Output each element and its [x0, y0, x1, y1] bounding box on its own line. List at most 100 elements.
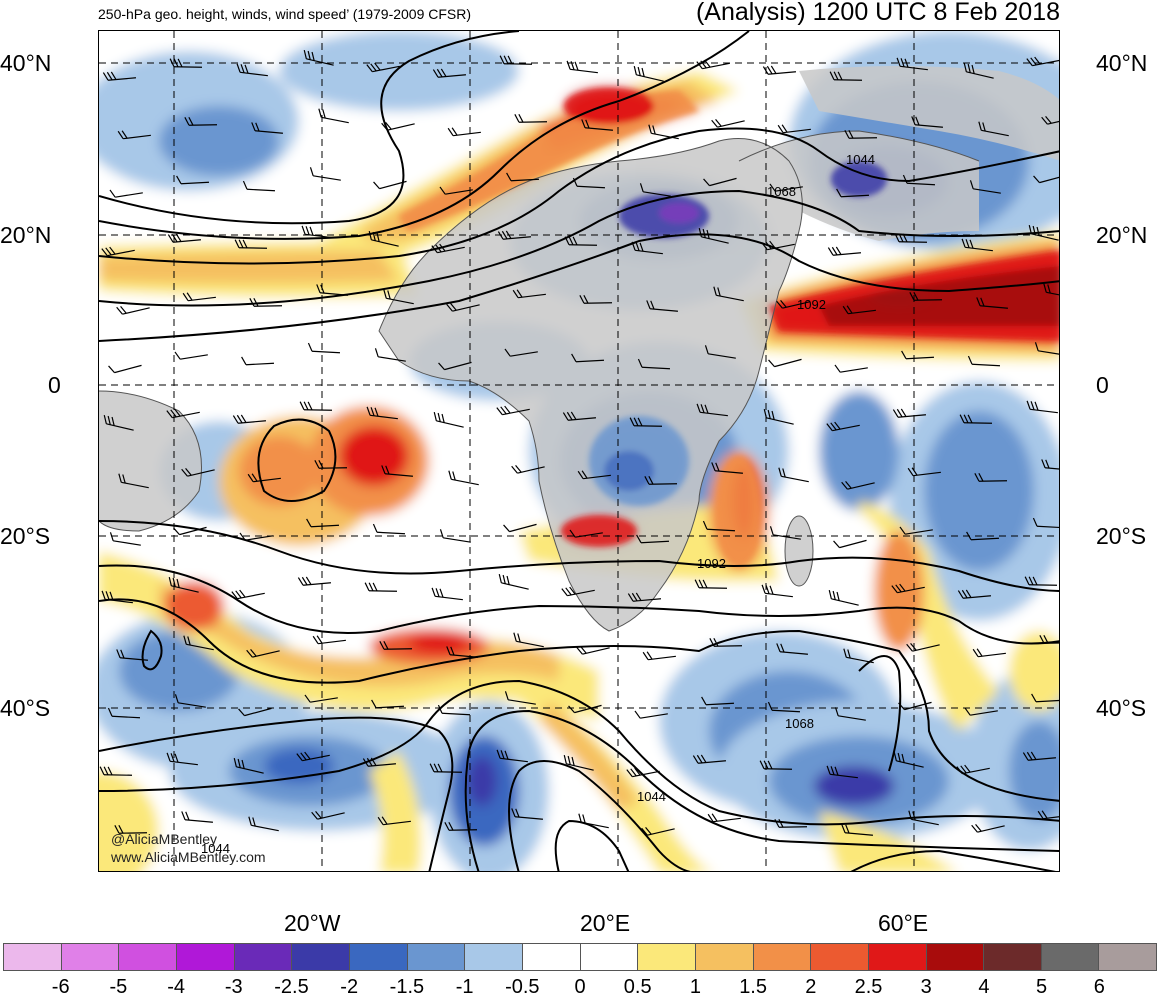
- wind-barb: [627, 592, 661, 602]
- colorbar-swatch: [811, 944, 869, 970]
- wind-barb: [437, 704, 471, 716]
- wind-barb: [633, 66, 664, 82]
- colorbar-tick-label: -4: [167, 976, 185, 998]
- wind-barb: [566, 60, 598, 74]
- wind-barb: [572, 177, 606, 189]
- wind-barb: [118, 473, 149, 489]
- lat-label-right-20s: 20°S: [1096, 523, 1147, 549]
- wind-barb: [711, 118, 745, 128]
- lat-label-right-0: 0: [1096, 372, 1109, 398]
- wind-barb: [102, 71, 136, 81]
- colorbar-swatch: [984, 944, 1042, 970]
- wind-barb: [713, 286, 744, 302]
- colorbar-tick-label: -5: [109, 976, 128, 998]
- wind-barb: [1033, 174, 1059, 184]
- wind-barb: [778, 467, 809, 483]
- lat-label-left-40s: 40°S: [0, 695, 51, 721]
- wind-barb: [902, 174, 936, 186]
- colorbar-tick-label: -3: [224, 976, 243, 998]
- colorbar-swatch: [292, 944, 350, 970]
- wind-barb: [696, 403, 728, 417]
- wind-barb: [907, 467, 941, 477]
- wind-barb: [301, 225, 333, 239]
- wind-barb: [894, 233, 928, 243]
- colorbar-swatch: [753, 944, 812, 970]
- colorbar-tick-label: 6: [1093, 976, 1105, 998]
- colorbar-tick-label: 4: [978, 976, 990, 998]
- wind-barb: [174, 351, 208, 360]
- map-subtitle: 250-hPa geo. height, winds, wind speed’ …: [98, 6, 472, 22]
- wind-barbs: [99, 50, 1059, 836]
- wind-barb: [571, 353, 605, 363]
- wind-barb: [116, 305, 150, 315]
- colorbar-swatch: [407, 944, 466, 970]
- wind-barb: [1039, 634, 1059, 644]
- wind-barb: [438, 361, 472, 371]
- wind-barb: [316, 284, 348, 296]
- colorbar-swatch: [349, 944, 408, 970]
- anomaly-overlay: [399, 88, 1059, 566]
- colorbar-tick-label: -6: [51, 976, 70, 998]
- wind-barb: [563, 755, 594, 771]
- wind-barb: [166, 752, 198, 766]
- wind-barb: [99, 766, 133, 776]
- lon-label-20w: 20°W: [284, 910, 341, 936]
- colorbar-swatch: [638, 944, 696, 970]
- wind-barb: [899, 526, 933, 535]
- wind-barb: [828, 590, 859, 606]
- wind-barb: [967, 355, 1001, 367]
- wind-barb: [513, 632, 544, 648]
- wind-barb: [366, 406, 398, 420]
- wind-barb: [769, 183, 803, 192]
- wind-barb: [299, 401, 333, 411]
- colorbar-swatch: [4, 944, 62, 970]
- wind-barb: [957, 589, 991, 599]
- wind-barb: [646, 300, 678, 312]
- wind-barb: [431, 243, 465, 254]
- wind-barb: [514, 113, 548, 123]
- wind-barb: [296, 751, 330, 762]
- contour-label: 1044: [637, 789, 666, 804]
- lat-label-left-0: 0: [48, 372, 61, 398]
- wind-barb: [578, 813, 609, 829]
- wind-barb: [1026, 400, 1058, 414]
- wind-barb: [961, 238, 993, 252]
- wind-barb: [169, 58, 203, 68]
- wind-barb: [239, 532, 273, 541]
- wind-barb: [759, 760, 793, 770]
- wind-barb: [768, 358, 802, 368]
- wind-barb: [776, 299, 810, 309]
- colorbar-tick-label: 2.5: [854, 976, 883, 998]
- wind-barb: [776, 643, 808, 655]
- wind-barb: [504, 691, 536, 705]
- wind-barb: [576, 645, 610, 655]
- colorbar-swatch: [176, 944, 235, 970]
- wind-barb: [704, 345, 736, 359]
- wind-barb: [232, 414, 266, 424]
- wind-barb: [641, 826, 675, 836]
- wind-barb: [966, 531, 1000, 541]
- wind-barb: [512, 289, 546, 299]
- wind-barb: [761, 240, 795, 251]
- wind-barb: [446, 646, 478, 658]
- wind-barb: [117, 130, 151, 140]
- wind-barb: [234, 239, 268, 249]
- wind-barb: [906, 642, 940, 652]
- lat-label-left-40n: 40°N: [0, 50, 52, 76]
- contour-label-group: 1044 1068 1092 1092 1068 1044 1044: [201, 152, 875, 856]
- wind-barb: [636, 534, 670, 544]
- wind-barb: [374, 348, 406, 362]
- wind-barb: [629, 417, 663, 427]
- contour-label: 1044: [201, 841, 230, 856]
- wind-barb: [959, 414, 993, 424]
- wind-barb: [564, 236, 598, 246]
- wind-barb: [841, 480, 875, 490]
- wind-barb: [834, 707, 866, 721]
- contour-label: 1068: [767, 184, 796, 199]
- wind-barb: [634, 710, 668, 719]
- wind-barb: [241, 356, 275, 366]
- wind-barb: [103, 415, 134, 431]
- wind-barb: [496, 405, 530, 416]
- wind-barb: [844, 129, 878, 139]
- contour-label: 1092: [697, 556, 726, 571]
